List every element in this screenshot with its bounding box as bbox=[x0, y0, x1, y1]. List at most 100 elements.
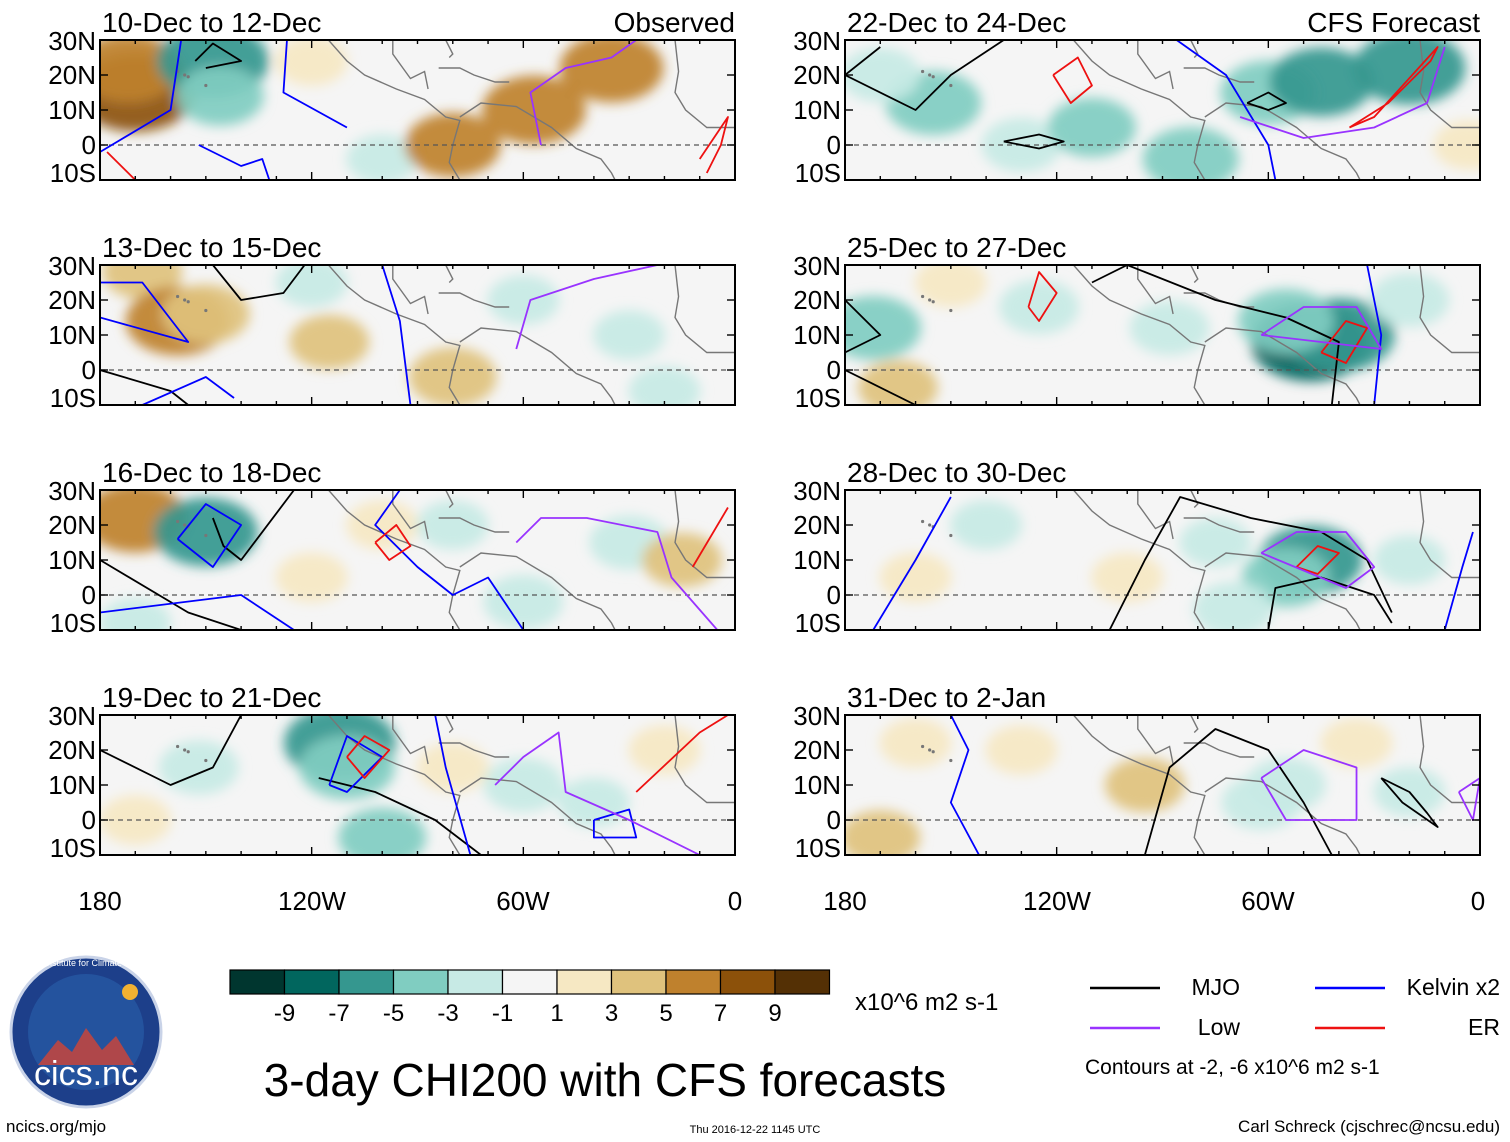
chi200-anomaly-cell bbox=[559, 40, 664, 103]
legend-label: MJO bbox=[1191, 974, 1240, 1000]
lat-tick-label: 10N bbox=[793, 770, 841, 800]
coastline bbox=[445, 265, 454, 283]
coastline bbox=[438, 292, 510, 308]
coastline bbox=[445, 715, 454, 733]
colorbar-swatch bbox=[501, 969, 558, 995]
lat-tick-label: 10N bbox=[48, 545, 96, 575]
island-dot bbox=[176, 744, 180, 749]
contour-er bbox=[1052, 56, 1093, 104]
colorbar-swatch bbox=[556, 969, 613, 995]
chi200-anomaly-cell bbox=[1129, 300, 1210, 356]
chi200-anomaly-cell bbox=[275, 265, 348, 308]
lat-tick-label: 10S bbox=[50, 383, 96, 413]
coastline bbox=[1072, 40, 1206, 180]
chi200-anomaly-cell bbox=[1353, 40, 1466, 105]
coastline bbox=[459, 327, 616, 405]
lon-tick-right-60w: 60W bbox=[1241, 886, 1295, 916]
coastline bbox=[1419, 715, 1480, 804]
island-dot bbox=[186, 75, 190, 79]
contour-er bbox=[1348, 46, 1439, 129]
contour-kelvin bbox=[374, 490, 525, 630]
lat-tick-label: 10N bbox=[793, 320, 841, 350]
island-dot bbox=[204, 308, 208, 313]
coastline bbox=[1204, 327, 1361, 405]
island-dot bbox=[186, 300, 190, 304]
island-dot bbox=[204, 83, 208, 88]
island-dot bbox=[183, 523, 187, 527]
contour-low bbox=[494, 731, 701, 855]
lon-tick-left-0: 0 bbox=[728, 886, 742, 916]
island-dot bbox=[176, 294, 180, 299]
coastline bbox=[1072, 490, 1206, 630]
lat-tick-label: 10N bbox=[48, 320, 96, 350]
island-dot bbox=[186, 750, 190, 754]
colorbar-swatch bbox=[338, 969, 395, 995]
lat-tick-label: 0 bbox=[827, 355, 841, 385]
contour-er bbox=[374, 524, 412, 561]
contour-mjo bbox=[194, 42, 243, 69]
chi200-anomaly-cell bbox=[1237, 289, 1334, 353]
colorbar-label: -5 bbox=[383, 1000, 404, 1027]
contour-kelvin bbox=[141, 376, 235, 405]
lat-tick-label: 10N bbox=[48, 95, 96, 125]
coastline bbox=[1190, 265, 1199, 283]
lat-tick-label: 30N bbox=[793, 26, 841, 56]
coastline bbox=[1419, 40, 1480, 129]
colorbar-label: -1 bbox=[492, 1000, 513, 1027]
contour-mjo bbox=[845, 299, 882, 354]
units-label: x10^6 m2 s-1 bbox=[855, 989, 998, 1016]
chi200-anomaly-cell bbox=[1091, 552, 1164, 603]
chi200-anomaly-cell bbox=[1193, 581, 1274, 630]
website-link[interactable]: ncics.org/mjo bbox=[6, 1117, 106, 1136]
chi200-anomaly-cell bbox=[416, 500, 489, 550]
panel-period: 19-Dec to 21-Dec bbox=[102, 682, 321, 713]
contour-kelvin bbox=[282, 40, 348, 129]
colorbar-swatch bbox=[610, 969, 667, 995]
colorbar-swatch bbox=[665, 969, 722, 995]
panel-period: 22-Dec to 24-Dec bbox=[847, 7, 1066, 38]
contour-kelvin bbox=[949, 715, 980, 855]
contour-kelvin bbox=[872, 496, 952, 630]
contour-mjo bbox=[1380, 777, 1439, 828]
contour-note: Contours at -2, -6 x10^6 m2 s-1 bbox=[1085, 1056, 1380, 1079]
coastline bbox=[459, 552, 616, 630]
chi200-anomaly-cell bbox=[1373, 535, 1446, 585]
chi200-anomaly-cell bbox=[999, 279, 1080, 335]
island-dot bbox=[931, 300, 935, 304]
contour-er bbox=[1295, 545, 1340, 575]
contour-kelvin bbox=[1366, 265, 1383, 405]
panel-source-label: CFS Forecast bbox=[1307, 7, 1480, 38]
chi200-anomaly-cell bbox=[289, 314, 370, 370]
panel-period: 13-Dec to 15-Dec bbox=[102, 232, 321, 263]
panel-period: 16-Dec to 18-Dec bbox=[102, 457, 321, 488]
coastline bbox=[1183, 517, 1255, 533]
contour-mjo bbox=[845, 40, 1005, 111]
lat-tick-label: 20N bbox=[793, 285, 841, 315]
island-dot bbox=[921, 294, 925, 299]
contour-legend: MJO Kelvin x2 Low ER bbox=[1090, 974, 1500, 1040]
contour-er bbox=[691, 507, 729, 568]
colorbar-swatch bbox=[392, 969, 449, 995]
coastline bbox=[1137, 715, 1174, 765]
island-dot bbox=[183, 73, 187, 77]
chi200-anomaly-cell bbox=[642, 532, 723, 588]
lat-tick-label: 10S bbox=[795, 158, 841, 188]
contour-kelvin bbox=[100, 40, 183, 153]
island-dot bbox=[949, 533, 953, 538]
contour-mjo bbox=[100, 369, 189, 405]
coastline bbox=[674, 265, 735, 354]
contour-low bbox=[1260, 531, 1376, 589]
coastline bbox=[327, 715, 461, 855]
colorbar-label: 5 bbox=[659, 1000, 672, 1027]
coastline bbox=[1183, 67, 1255, 83]
coastline bbox=[459, 102, 616, 180]
island-dot bbox=[928, 748, 932, 752]
contour-low bbox=[515, 517, 719, 630]
contour-low bbox=[515, 265, 658, 350]
chi200-anomaly-cell bbox=[100, 795, 172, 845]
legend-label: Low bbox=[1198, 1014, 1241, 1040]
contour-mjo bbox=[1246, 91, 1287, 111]
contour-mjo bbox=[1143, 728, 1333, 855]
